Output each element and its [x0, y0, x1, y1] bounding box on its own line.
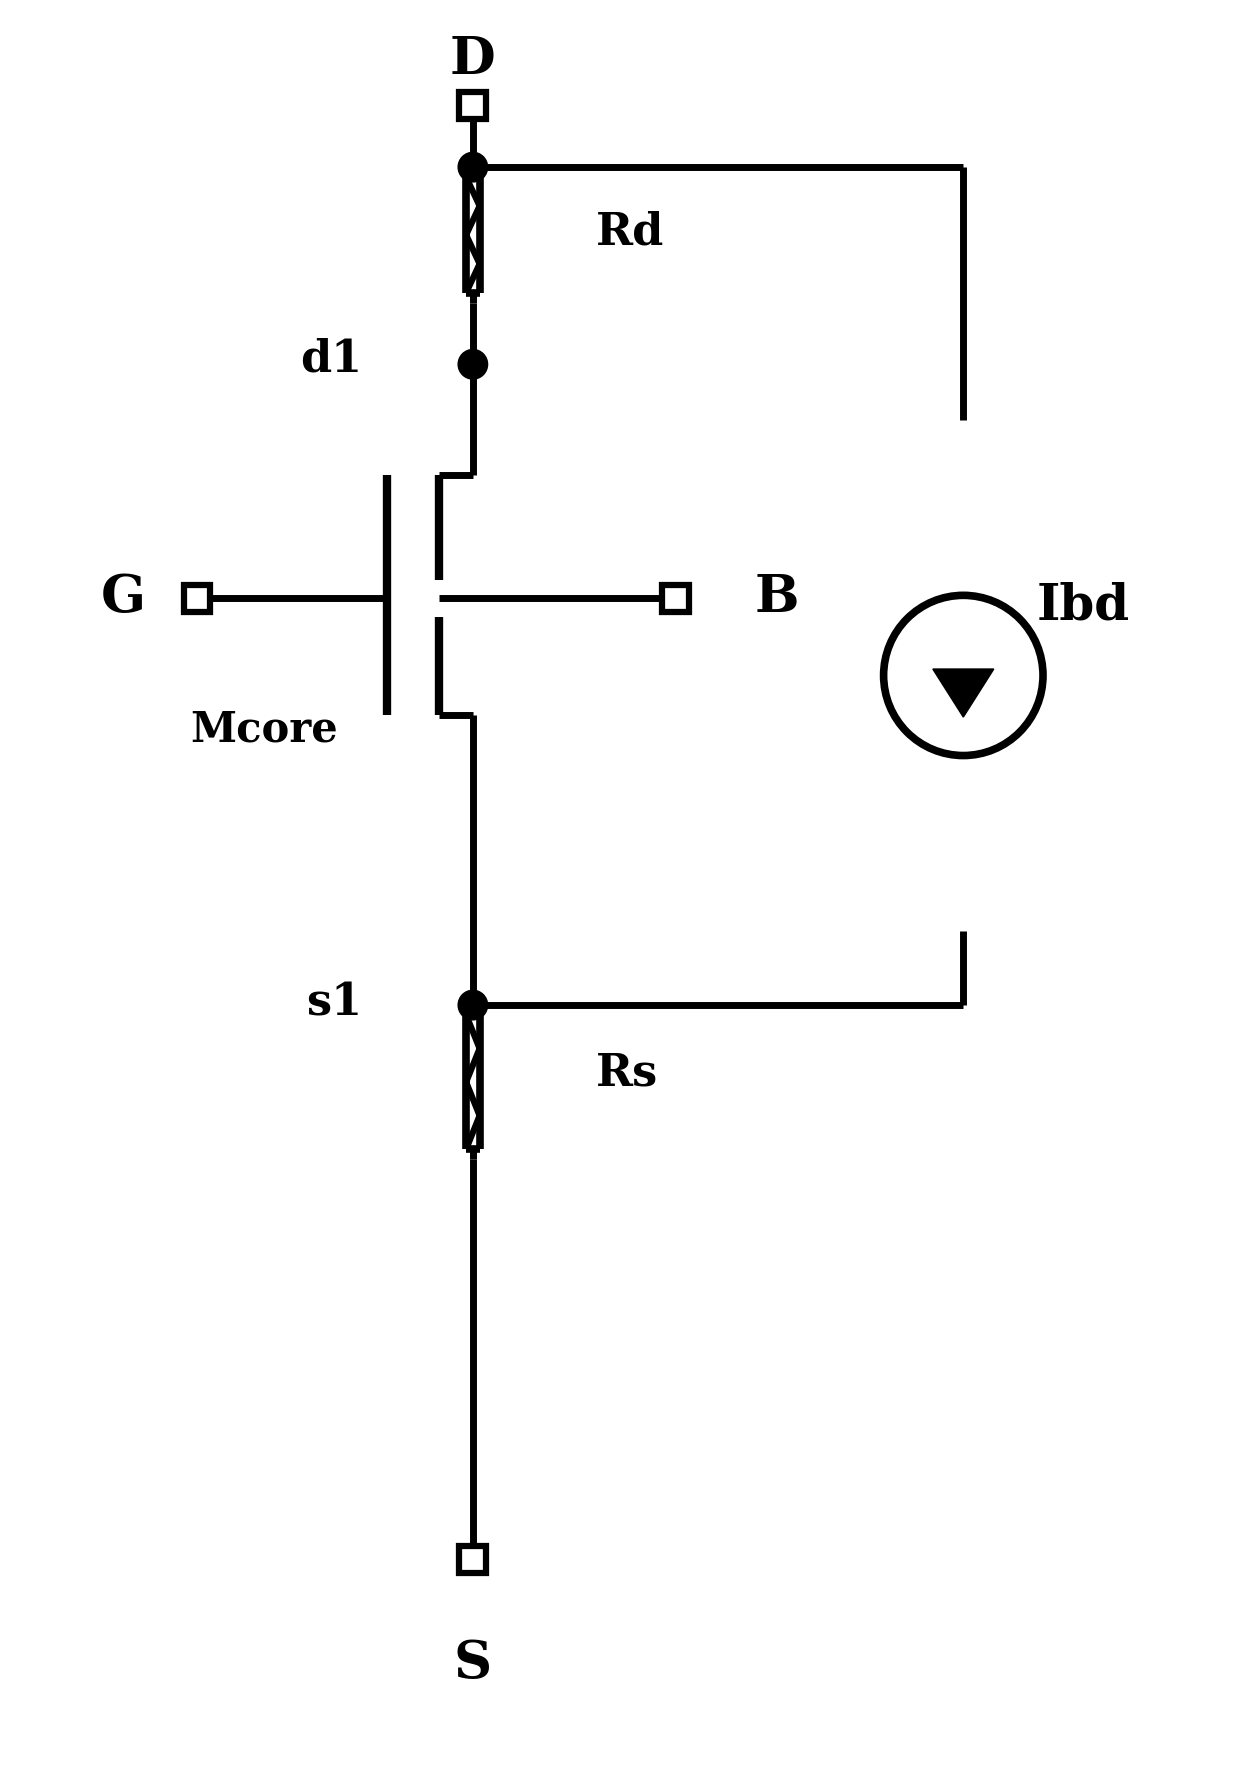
Bar [459, 92, 486, 119]
Circle shape [458, 350, 487, 378]
Polygon shape [932, 670, 993, 718]
Circle shape [458, 153, 487, 181]
Text: s1: s1 [306, 980, 362, 1025]
Text: Mcore: Mcore [191, 709, 339, 751]
Circle shape [884, 595, 1043, 755]
Text: d1: d1 [300, 337, 362, 380]
Bar [184, 584, 211, 613]
Text: Rd: Rd [595, 211, 663, 254]
Text: D: D [450, 34, 496, 85]
Text: S: S [454, 1637, 492, 1689]
Bar [459, 1547, 486, 1574]
Text: Ibd: Ibd [1037, 581, 1130, 630]
Text: B: B [755, 572, 800, 623]
Text: Rs: Rs [595, 1051, 657, 1094]
Bar [662, 584, 688, 613]
Circle shape [458, 991, 487, 1019]
Text: G: G [100, 572, 146, 623]
